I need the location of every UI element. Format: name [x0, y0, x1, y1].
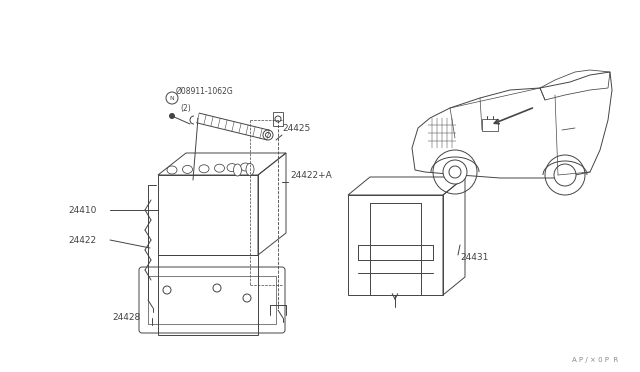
Ellipse shape — [241, 163, 250, 171]
Ellipse shape — [214, 164, 225, 172]
Circle shape — [263, 130, 273, 140]
Bar — [148, 276, 276, 324]
Text: 24422: 24422 — [68, 235, 96, 244]
Circle shape — [449, 166, 461, 178]
Text: 24422+A: 24422+A — [290, 170, 332, 180]
Circle shape — [275, 116, 281, 122]
Text: 24431: 24431 — [460, 253, 488, 263]
Circle shape — [170, 113, 175, 119]
Text: N: N — [170, 96, 174, 100]
Ellipse shape — [227, 164, 237, 171]
Text: 24428: 24428 — [112, 314, 140, 323]
Ellipse shape — [246, 163, 254, 176]
Ellipse shape — [199, 165, 209, 173]
Text: 24425: 24425 — [282, 124, 310, 132]
Ellipse shape — [182, 166, 193, 173]
Ellipse shape — [234, 164, 241, 176]
Circle shape — [166, 92, 178, 104]
Ellipse shape — [167, 166, 177, 174]
Circle shape — [443, 160, 467, 184]
Text: Ø08911-1062G: Ø08911-1062G — [176, 87, 234, 96]
Text: 24410: 24410 — [68, 205, 97, 215]
Text: A P / × 0 P  R: A P / × 0 P R — [572, 357, 618, 363]
Bar — [482, 119, 498, 131]
Circle shape — [554, 164, 576, 186]
Text: (2): (2) — [180, 103, 191, 112]
Circle shape — [266, 132, 271, 138]
Bar — [158, 255, 258, 335]
Bar — [273, 112, 283, 126]
